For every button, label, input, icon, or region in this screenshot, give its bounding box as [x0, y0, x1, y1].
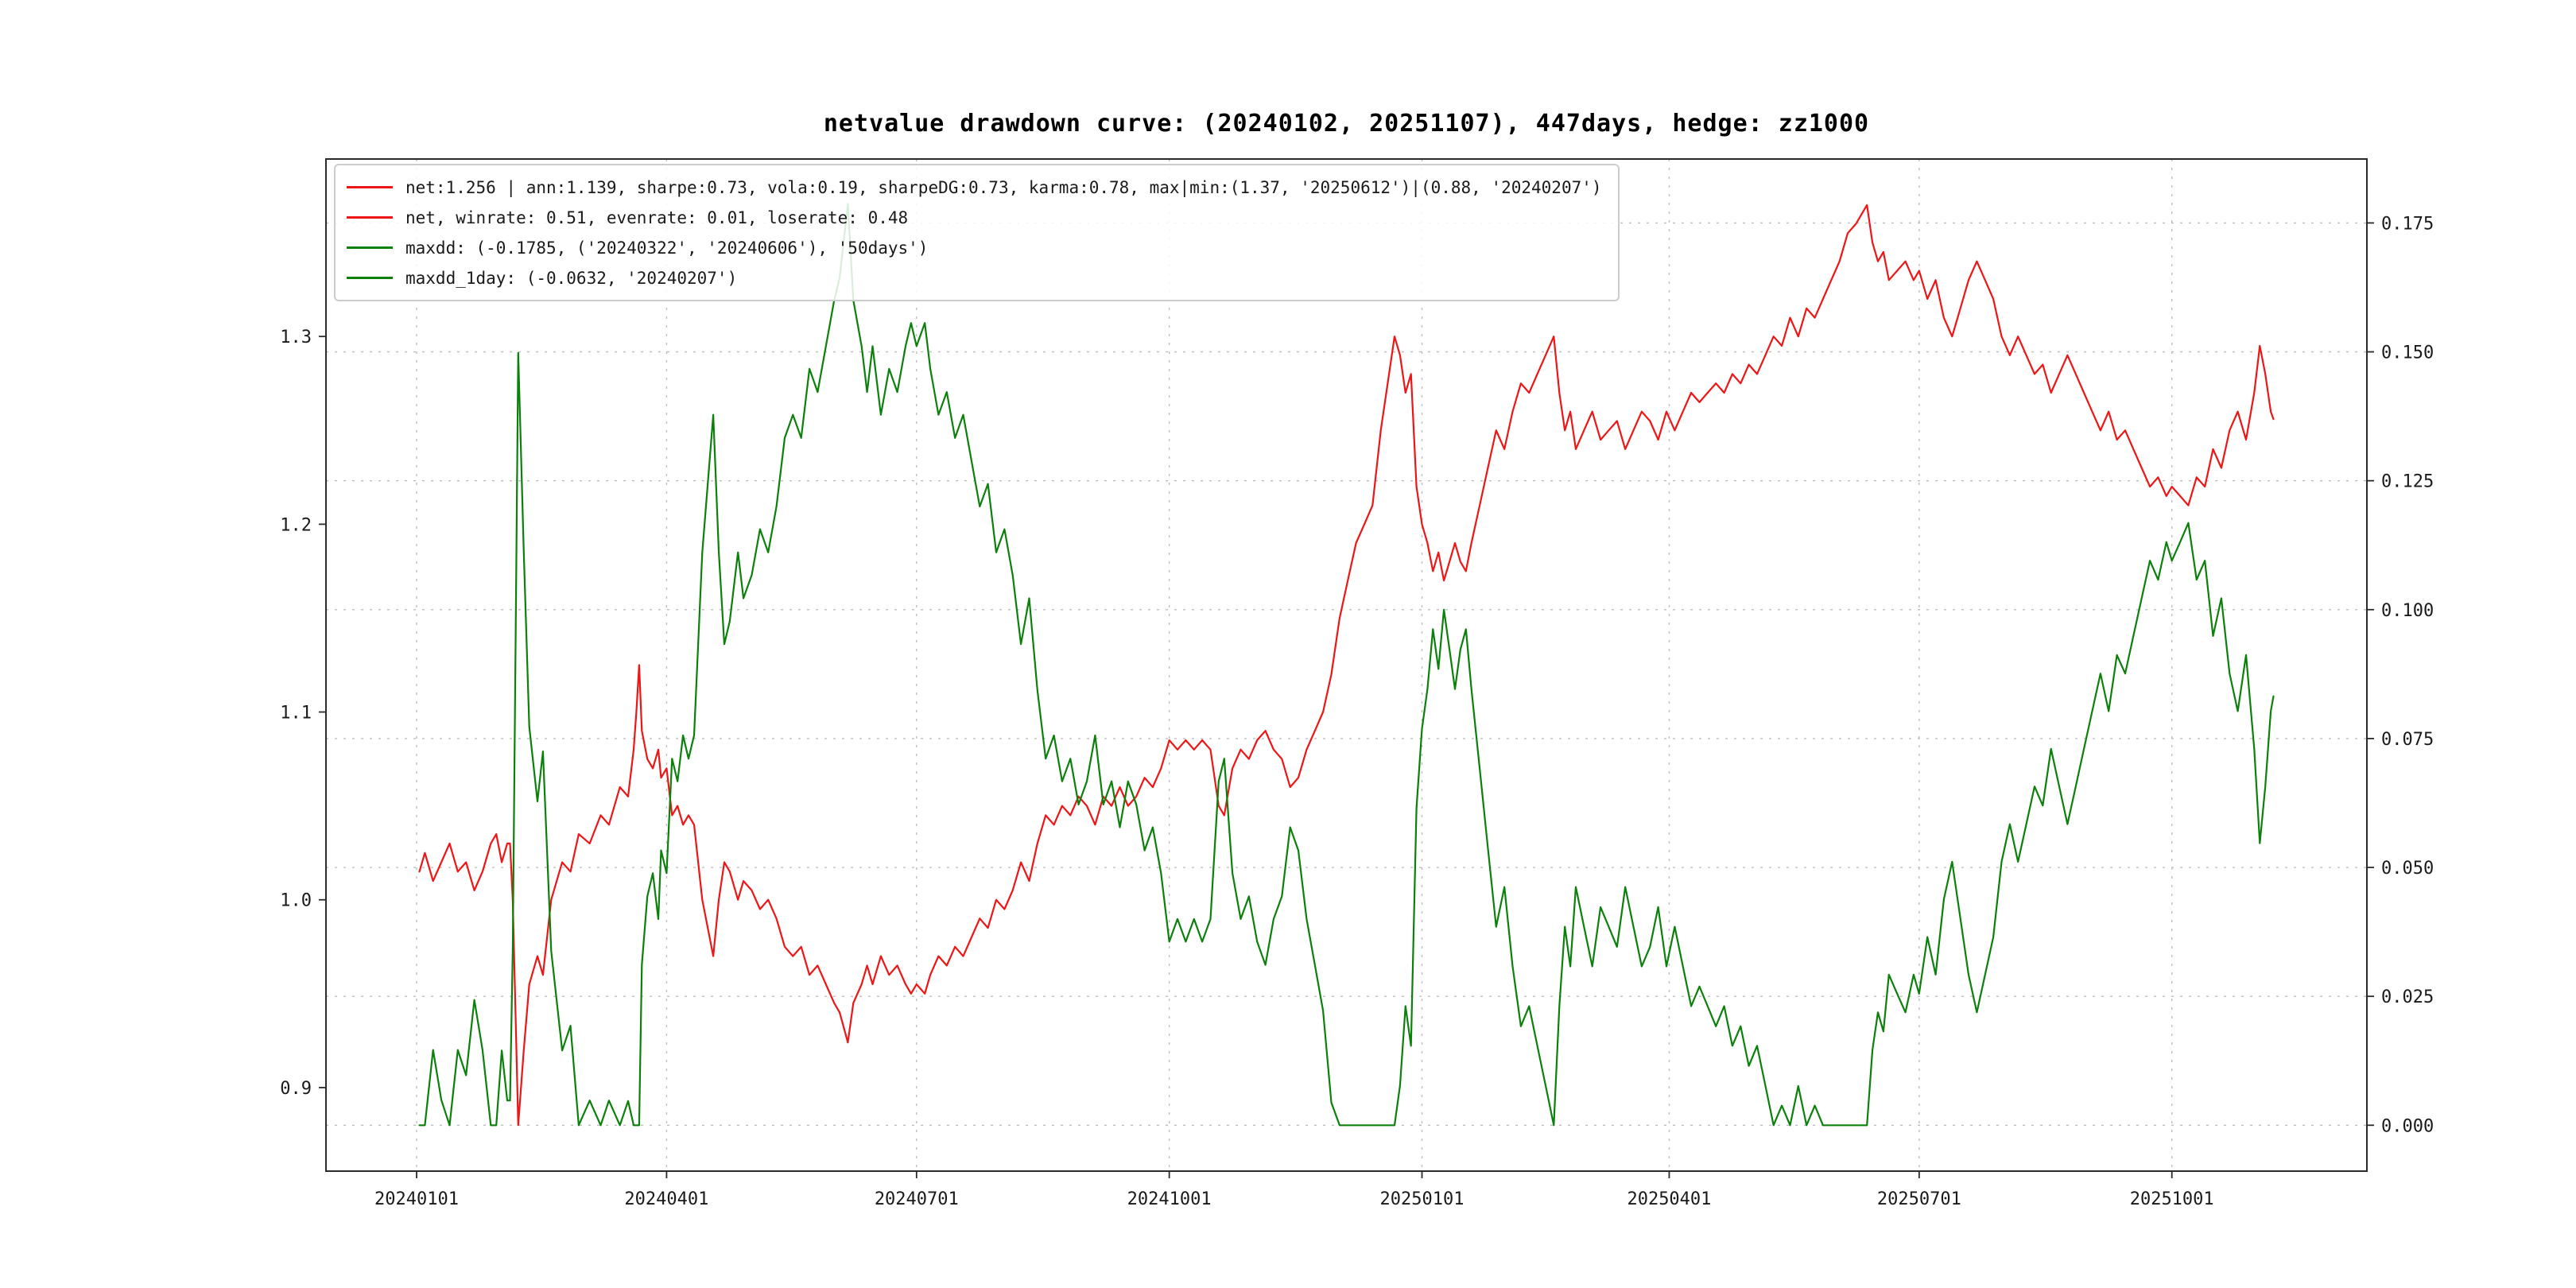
y-left-tick-label: 1.0 [280, 891, 312, 911]
y-left-tick-label: 1.3 [280, 328, 312, 347]
x-tick-label: 20241001 [1127, 1189, 1212, 1209]
y-right-tick-label: 0.125 [2381, 472, 2434, 492]
y-left-tick-label: 1.2 [280, 515, 312, 535]
legend-label-net-winrate: net, winrate: 0.51, evenrate: 0.01, lose… [405, 208, 909, 227]
legend-label-maxdd-1day: maxdd_1day: (-0.0632, '20240207') [405, 268, 738, 288]
legend-entry-maxdd: maxdd: (-0.1785, ('20240322', '20240606'… [347, 235, 1602, 260]
x-tick-label: 20240101 [374, 1189, 459, 1209]
legend-label-maxdd: maxdd: (-0.1785, ('20240322', '20240606'… [405, 238, 929, 258]
drawdown-line-swatch [347, 277, 393, 279]
y-left-tick-label: 1.1 [280, 704, 312, 724]
plot-border [325, 158, 2368, 1172]
legend: net:1.256 | ann:1.139, sharpe:0.73, vola… [334, 164, 1620, 301]
x-tick-label: 20251001 [2130, 1189, 2214, 1209]
series-drawdown-line [418, 203, 2275, 1127]
legend-entry-net-stats: net:1.256 | ann:1.139, sharpe:0.73, vola… [347, 175, 1602, 200]
y-right-tick-label: 0.150 [2381, 343, 2434, 363]
net-line-swatch [347, 216, 393, 219]
y-left-tick-label: 0.9 [280, 1079, 312, 1099]
y-right-tick-label: 0.075 [2381, 730, 2434, 750]
drawdown-line-swatch [347, 246, 393, 249]
x-tick-label: 20250701 [1877, 1189, 1961, 1209]
x-tick-label: 20240401 [624, 1189, 708, 1209]
net-line-swatch [347, 186, 393, 188]
x-tick-label: 20240701 [875, 1189, 959, 1209]
legend-entry-net-winrate: net, winrate: 0.51, evenrate: 0.01, lose… [347, 205, 1602, 230]
y-right-tick-label: 0.000 [2381, 1116, 2434, 1136]
y-right-tick-label: 0.100 [2381, 601, 2434, 621]
y-right-tick-label: 0.025 [2381, 987, 2434, 1007]
y-right-tick-label: 0.175 [2381, 214, 2434, 234]
legend-label-net-stats: net:1.256 | ann:1.139, sharpe:0.73, vola… [405, 177, 1602, 197]
series-net-line [418, 204, 2275, 1127]
chart-title: netvalue drawdown curve: (20240102, 2025… [823, 110, 1870, 138]
x-tick-label: 20250401 [1627, 1189, 1711, 1209]
legend-entry-maxdd-1day: maxdd_1day: (-0.0632, '20240207') [347, 266, 1602, 290]
x-tick-label: 20250101 [1380, 1189, 1465, 1209]
y-right-tick-label: 0.050 [2381, 859, 2434, 879]
